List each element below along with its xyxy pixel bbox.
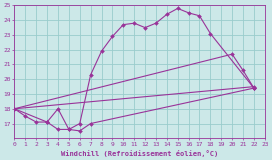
X-axis label: Windchill (Refroidissement éolien,°C): Windchill (Refroidissement éolien,°C) — [61, 150, 218, 156]
